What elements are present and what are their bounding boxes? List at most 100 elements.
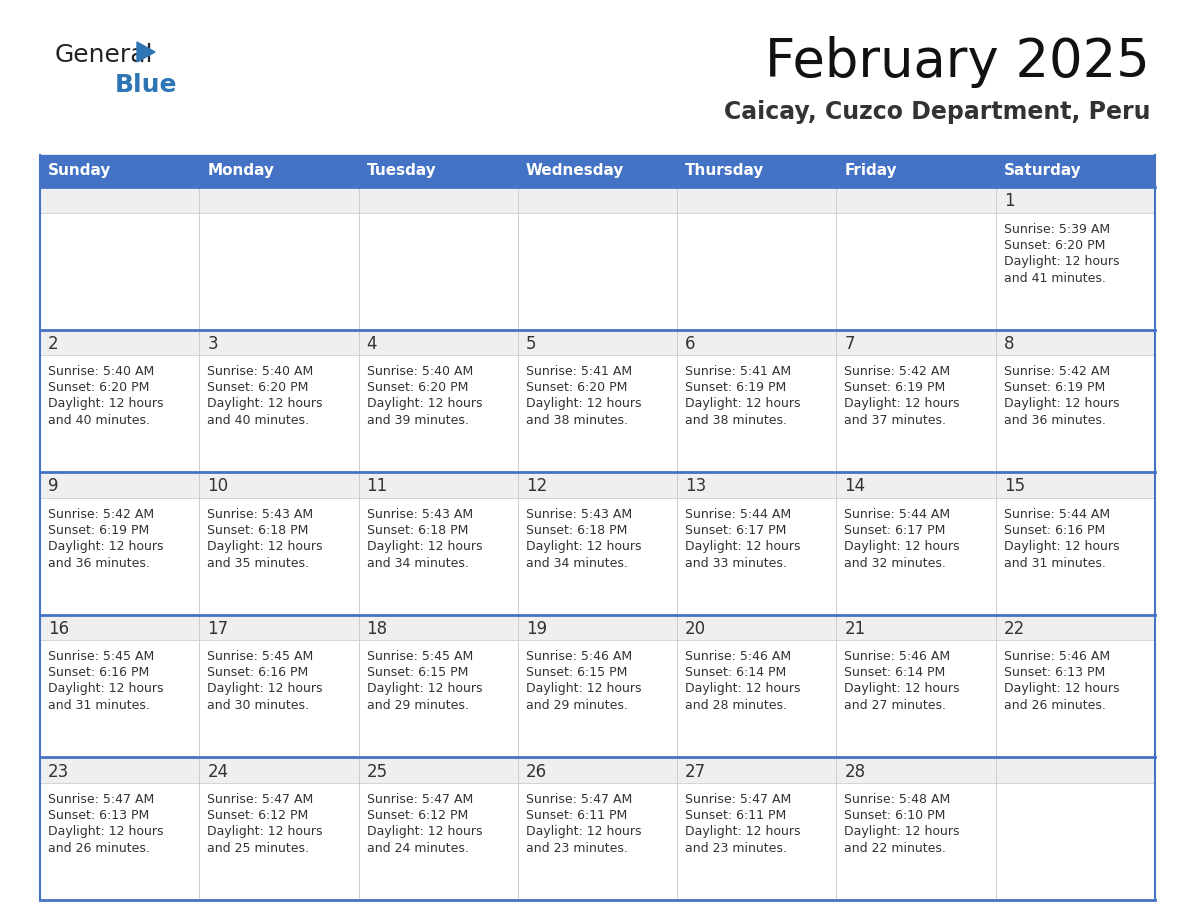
Bar <box>40 757 200 783</box>
Text: Sunrise: 5:44 AM: Sunrise: 5:44 AM <box>845 508 950 521</box>
Text: Sunset: 6:20 PM: Sunset: 6:20 PM <box>207 381 309 394</box>
Text: Daylight: 12 hours
and 37 minutes.: Daylight: 12 hours and 37 minutes. <box>845 397 960 427</box>
Text: Sunset: 6:14 PM: Sunset: 6:14 PM <box>685 666 786 679</box>
Text: Sunrise: 5:44 AM: Sunrise: 5:44 AM <box>685 508 791 521</box>
Text: Daylight: 12 hours
and 29 minutes.: Daylight: 12 hours and 29 minutes. <box>526 682 642 712</box>
Text: 18: 18 <box>367 620 387 638</box>
Bar <box>40 213 200 330</box>
Bar <box>359 472 518 498</box>
Text: Sunrise: 5:40 AM: Sunrise: 5:40 AM <box>48 365 154 378</box>
Text: Sunrise: 5:46 AM: Sunrise: 5:46 AM <box>685 651 791 664</box>
Bar <box>359 155 518 187</box>
Text: Daylight: 12 hours
and 35 minutes.: Daylight: 12 hours and 35 minutes. <box>207 540 323 570</box>
Bar <box>836 155 996 187</box>
Text: Sunrise: 5:47 AM: Sunrise: 5:47 AM <box>685 793 791 806</box>
Text: Daylight: 12 hours
and 36 minutes.: Daylight: 12 hours and 36 minutes. <box>48 540 164 570</box>
Text: Sunrise: 5:47 AM: Sunrise: 5:47 AM <box>207 793 314 806</box>
Bar <box>677 187 836 213</box>
Text: Wednesday: Wednesday <box>526 163 624 178</box>
Text: 21: 21 <box>845 620 866 638</box>
Bar <box>836 472 996 498</box>
Bar <box>359 641 518 757</box>
Text: Caicay, Cuzco Department, Peru: Caicay, Cuzco Department, Peru <box>723 100 1150 124</box>
Text: Sunrise: 5:40 AM: Sunrise: 5:40 AM <box>207 365 314 378</box>
Bar <box>200 783 359 900</box>
Text: 13: 13 <box>685 477 707 496</box>
Text: Daylight: 12 hours
and 24 minutes.: Daylight: 12 hours and 24 minutes. <box>367 825 482 855</box>
Text: 22: 22 <box>1004 620 1025 638</box>
Text: Daylight: 12 hours
and 25 minutes.: Daylight: 12 hours and 25 minutes. <box>207 825 323 855</box>
Bar <box>200 330 359 355</box>
Text: Sunset: 6:17 PM: Sunset: 6:17 PM <box>845 524 946 537</box>
Text: Sunset: 6:15 PM: Sunset: 6:15 PM <box>526 666 627 679</box>
Text: Sunset: 6:13 PM: Sunset: 6:13 PM <box>1004 666 1105 679</box>
Text: Daylight: 12 hours
and 40 minutes.: Daylight: 12 hours and 40 minutes. <box>48 397 164 427</box>
Bar <box>359 213 518 330</box>
Bar <box>677 355 836 472</box>
Text: 17: 17 <box>207 620 228 638</box>
Text: 20: 20 <box>685 620 707 638</box>
Text: 6: 6 <box>685 335 696 353</box>
Text: Sunset: 6:19 PM: Sunset: 6:19 PM <box>1004 381 1105 394</box>
Text: 12: 12 <box>526 477 548 496</box>
Text: Daylight: 12 hours
and 38 minutes.: Daylight: 12 hours and 38 minutes. <box>685 397 801 427</box>
Bar <box>836 615 996 641</box>
Text: Daylight: 12 hours
and 30 minutes.: Daylight: 12 hours and 30 minutes. <box>207 682 323 712</box>
Text: 1: 1 <box>1004 192 1015 210</box>
Text: Sunset: 6:13 PM: Sunset: 6:13 PM <box>48 809 150 822</box>
Bar <box>359 757 518 783</box>
Text: Sunrise: 5:44 AM: Sunrise: 5:44 AM <box>1004 508 1110 521</box>
Text: Daylight: 12 hours
and 23 minutes.: Daylight: 12 hours and 23 minutes. <box>685 825 801 855</box>
Bar <box>836 355 996 472</box>
Bar <box>996 187 1155 213</box>
Text: Sunrise: 5:42 AM: Sunrise: 5:42 AM <box>1004 365 1110 378</box>
Text: Sunset: 6:18 PM: Sunset: 6:18 PM <box>367 524 468 537</box>
Text: Sunrise: 5:42 AM: Sunrise: 5:42 AM <box>48 508 154 521</box>
Bar <box>518 757 677 783</box>
Text: Friday: Friday <box>845 163 897 178</box>
Text: 28: 28 <box>845 763 866 780</box>
Bar <box>518 615 677 641</box>
Text: Blue: Blue <box>115 73 177 97</box>
Bar <box>677 155 836 187</box>
Bar <box>200 355 359 472</box>
Text: 25: 25 <box>367 763 387 780</box>
Bar <box>518 330 677 355</box>
Bar <box>40 155 200 187</box>
Text: Daylight: 12 hours
and 27 minutes.: Daylight: 12 hours and 27 minutes. <box>845 682 960 712</box>
Text: 14: 14 <box>845 477 866 496</box>
Bar <box>40 498 200 615</box>
Text: Sunrise: 5:43 AM: Sunrise: 5:43 AM <box>207 508 314 521</box>
Bar <box>518 641 677 757</box>
Text: Sunset: 6:20 PM: Sunset: 6:20 PM <box>526 381 627 394</box>
Text: 10: 10 <box>207 477 228 496</box>
Text: Daylight: 12 hours
and 23 minutes.: Daylight: 12 hours and 23 minutes. <box>526 825 642 855</box>
Bar <box>677 213 836 330</box>
Text: Daylight: 12 hours
and 31 minutes.: Daylight: 12 hours and 31 minutes. <box>48 682 164 712</box>
Text: Sunset: 6:20 PM: Sunset: 6:20 PM <box>48 381 150 394</box>
Text: Sunrise: 5:41 AM: Sunrise: 5:41 AM <box>685 365 791 378</box>
Text: Sunset: 6:20 PM: Sunset: 6:20 PM <box>367 381 468 394</box>
Text: Daylight: 12 hours
and 41 minutes.: Daylight: 12 hours and 41 minutes. <box>1004 254 1119 285</box>
Bar <box>359 330 518 355</box>
Text: Sunset: 6:19 PM: Sunset: 6:19 PM <box>685 381 786 394</box>
Text: Daylight: 12 hours
and 28 minutes.: Daylight: 12 hours and 28 minutes. <box>685 682 801 712</box>
Text: Sunrise: 5:43 AM: Sunrise: 5:43 AM <box>367 508 473 521</box>
Text: 11: 11 <box>367 477 387 496</box>
Bar <box>677 472 836 498</box>
Bar <box>518 498 677 615</box>
Text: 9: 9 <box>48 477 58 496</box>
Bar <box>996 615 1155 641</box>
Text: Daylight: 12 hours
and 32 minutes.: Daylight: 12 hours and 32 minutes. <box>845 540 960 570</box>
Text: 24: 24 <box>207 763 228 780</box>
Text: 7: 7 <box>845 335 855 353</box>
Text: Daylight: 12 hours
and 40 minutes.: Daylight: 12 hours and 40 minutes. <box>207 397 323 427</box>
Bar <box>200 615 359 641</box>
Bar <box>200 213 359 330</box>
Text: Sunrise: 5:41 AM: Sunrise: 5:41 AM <box>526 365 632 378</box>
Bar <box>359 355 518 472</box>
Text: Sunday: Sunday <box>48 163 112 178</box>
Bar <box>40 355 200 472</box>
Text: Sunrise: 5:47 AM: Sunrise: 5:47 AM <box>48 793 154 806</box>
Text: Sunrise: 5:39 AM: Sunrise: 5:39 AM <box>1004 223 1110 236</box>
